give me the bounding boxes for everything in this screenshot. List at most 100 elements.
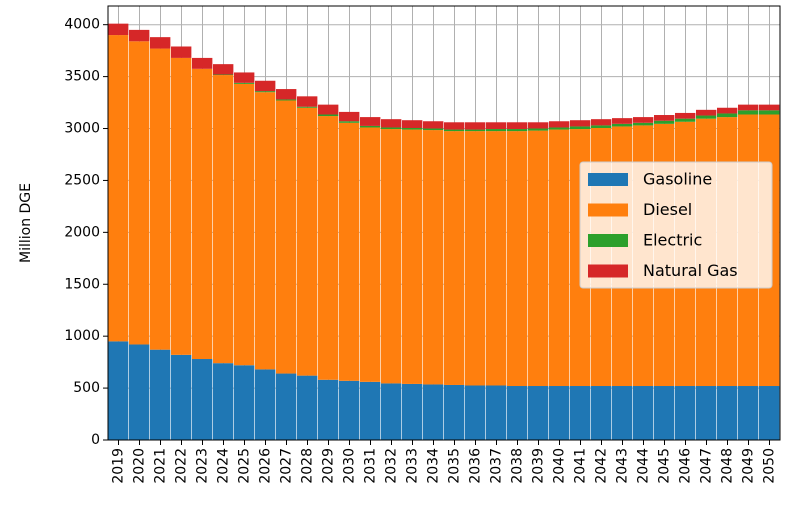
x-tick-label: 2039 bbox=[531, 448, 547, 484]
bar-segment bbox=[255, 92, 276, 370]
x-tick-label: 2036 bbox=[468, 448, 484, 484]
bar-segment bbox=[654, 115, 675, 121]
bar-segment bbox=[591, 386, 612, 440]
bar-segment bbox=[549, 386, 570, 440]
bar-segment bbox=[150, 48, 171, 350]
bar-segment bbox=[444, 122, 465, 130]
bar-segment bbox=[381, 383, 402, 440]
bar-segment bbox=[402, 127, 423, 130]
bar-segment bbox=[129, 344, 150, 440]
y-tick-label: 0 bbox=[91, 432, 100, 448]
x-tick-label: 2047 bbox=[699, 448, 715, 484]
x-tick-label: 2046 bbox=[678, 448, 694, 484]
x-tick-label: 2041 bbox=[573, 448, 589, 484]
x-tick-label: 2035 bbox=[447, 448, 463, 484]
x-tick-label: 2033 bbox=[405, 448, 421, 484]
y-tick-label: 3000 bbox=[64, 121, 100, 137]
bar-segment bbox=[213, 363, 234, 440]
x-tick-label: 2021 bbox=[153, 448, 169, 484]
bar-segment bbox=[339, 111, 360, 122]
y-tick-label: 500 bbox=[73, 380, 100, 396]
legend-label: Diesel bbox=[643, 200, 692, 219]
x-tick-label: 2024 bbox=[216, 448, 232, 484]
bar-segment bbox=[738, 386, 759, 440]
x-tick-label: 2019 bbox=[111, 448, 127, 484]
x-tick-label: 2029 bbox=[321, 448, 337, 484]
bar-segment bbox=[549, 127, 570, 130]
bar-segment bbox=[507, 122, 528, 130]
bar-segment bbox=[381, 127, 402, 130]
x-tick-label: 2020 bbox=[132, 448, 148, 484]
bar-segment bbox=[318, 379, 339, 440]
bar-segment bbox=[108, 23, 129, 36]
bar-segment bbox=[717, 107, 738, 114]
bar-segment bbox=[528, 128, 549, 131]
bar-segment bbox=[297, 106, 318, 108]
bar-segment bbox=[696, 115, 717, 119]
x-tick-label: 2045 bbox=[657, 448, 673, 484]
bar-segment bbox=[318, 114, 339, 117]
x-tick-label: 2031 bbox=[363, 448, 379, 484]
legend-swatch bbox=[588, 173, 628, 186]
bar-segment bbox=[234, 365, 255, 440]
bar-segment bbox=[465, 131, 486, 386]
bar-segment bbox=[528, 386, 549, 440]
y-tick-label: 3500 bbox=[64, 69, 100, 85]
bar-segment bbox=[633, 122, 654, 126]
bar-segment bbox=[192, 359, 213, 440]
bar-segment bbox=[696, 386, 717, 440]
x-tick-label: 2050 bbox=[762, 448, 778, 484]
x-tick-label: 2049 bbox=[741, 448, 757, 484]
bar-segment bbox=[570, 386, 591, 440]
bar-segment bbox=[654, 120, 675, 124]
bar-segment bbox=[339, 121, 360, 123]
y-tick-label: 4000 bbox=[64, 17, 100, 33]
x-tick-label: 2028 bbox=[300, 448, 316, 484]
bar-segment bbox=[108, 35, 129, 342]
bar-segment bbox=[129, 29, 150, 42]
x-tick-label: 2023 bbox=[195, 448, 211, 484]
bar-segment bbox=[591, 119, 612, 126]
bar-segment bbox=[297, 107, 318, 376]
bar-segment bbox=[171, 46, 192, 58]
x-tick-label: 2048 bbox=[720, 448, 736, 484]
bar-segment bbox=[507, 129, 528, 132]
bar-segment bbox=[171, 57, 192, 355]
bar-segment bbox=[234, 82, 255, 84]
bar-segment bbox=[486, 131, 507, 386]
x-tick-label: 2040 bbox=[552, 448, 568, 484]
bar-segment bbox=[192, 57, 213, 69]
bar-segment bbox=[213, 74, 234, 76]
bar-segment bbox=[318, 104, 339, 115]
bar-segment bbox=[171, 354, 192, 440]
bar-segment bbox=[633, 386, 654, 440]
bar-segment bbox=[402, 129, 423, 384]
x-tick-label: 2025 bbox=[237, 448, 253, 484]
y-tick-label: 2500 bbox=[64, 172, 100, 188]
bar-segment bbox=[381, 119, 402, 128]
bar-segment bbox=[402, 383, 423, 440]
bar-segment bbox=[360, 125, 381, 128]
bar-segment bbox=[276, 89, 297, 100]
bar-segment bbox=[612, 118, 633, 124]
bar-segment bbox=[465, 129, 486, 132]
bar-segment bbox=[213, 64, 234, 75]
bar-segment bbox=[192, 68, 213, 360]
x-tick-label: 2043 bbox=[615, 448, 631, 484]
x-tick-label: 2044 bbox=[636, 448, 652, 484]
bar-segment bbox=[486, 385, 507, 440]
bar-segment bbox=[633, 117, 654, 123]
bar-segment bbox=[759, 110, 780, 115]
bar-segment bbox=[255, 91, 276, 93]
legend-swatch bbox=[588, 234, 628, 247]
bar-segment bbox=[738, 110, 759, 115]
legend-label: Gasoline bbox=[643, 170, 712, 189]
bar-segment bbox=[549, 121, 570, 128]
y-axis-label: Million DGE bbox=[18, 183, 34, 263]
bar-segment bbox=[696, 109, 717, 116]
bar-segment bbox=[528, 130, 549, 387]
x-tick-label: 2026 bbox=[258, 448, 274, 484]
bar-segment bbox=[255, 80, 276, 92]
bar-segment bbox=[423, 128, 444, 131]
bar-segment bbox=[381, 129, 402, 384]
